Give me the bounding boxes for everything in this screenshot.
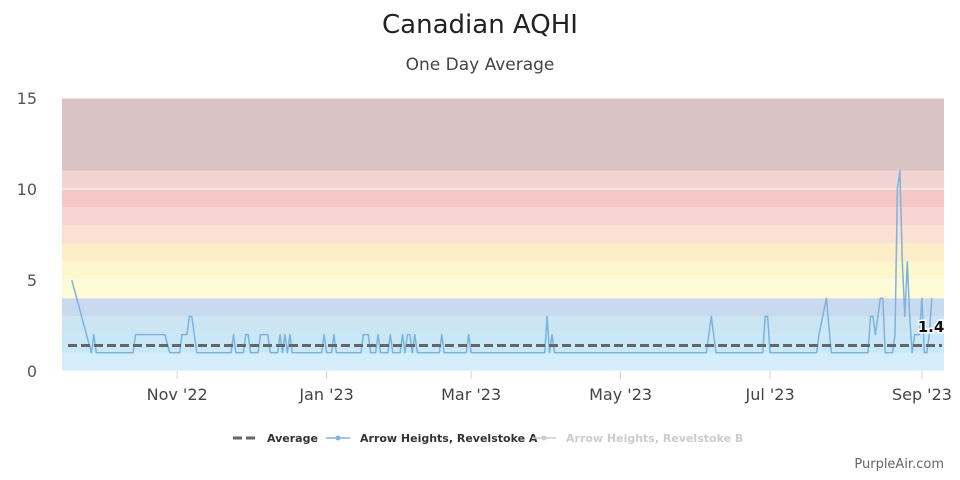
aqhi-band-6 bbox=[62, 243, 944, 262]
legend-label[interactable]: Arrow Heights, Revelstoke A bbox=[360, 432, 538, 445]
aqhi-band-9 bbox=[62, 189, 944, 208]
aqhi-band-5 bbox=[62, 261, 944, 280]
average-value-label: 1.4 bbox=[918, 318, 945, 336]
aqhi-band-4 bbox=[62, 280, 944, 299]
legend-item-0[interactable]: Average bbox=[233, 432, 318, 445]
x-tick-label: May '23 bbox=[589, 385, 652, 404]
x-axis: Nov '22 Jan '23 Mar '23 May '23 Jul '23 Sep '… bbox=[147, 371, 952, 404]
x-tick-label: Sep '23 bbox=[892, 385, 952, 404]
aqhi-band-11 bbox=[62, 98, 944, 171]
purpleair-credit-link[interactable]: PurpleAir.com bbox=[854, 457, 944, 472]
chart-subtitle: One Day Average bbox=[405, 55, 555, 75]
aqhi-band-8 bbox=[62, 207, 944, 226]
aqhi-band-0 bbox=[62, 352, 944, 371]
chart-title: Canadian AQHI bbox=[382, 10, 578, 40]
legend-item-2[interactable]: Arrow Heights, Revelstoke B bbox=[532, 432, 743, 445]
legend: Average Arrow Heights, Revelstoke A Arrow … bbox=[233, 432, 743, 445]
legend-label[interactable]: Average bbox=[267, 432, 318, 445]
aqhi-band-3 bbox=[62, 298, 944, 317]
aqhi-band-7 bbox=[62, 225, 944, 244]
x-tick-label: Jan '23 bbox=[298, 385, 354, 404]
legend-swatch-marker bbox=[541, 435, 547, 441]
y-tick-label-5: 5 bbox=[27, 271, 37, 290]
legend-item-1[interactable]: Arrow Heights, Revelstoke A bbox=[326, 432, 538, 445]
y-tick-label-0: 0 bbox=[27, 362, 37, 381]
legend-label[interactable]: Arrow Heights, Revelstoke B bbox=[566, 432, 743, 445]
gridlines bbox=[62, 97, 944, 372]
y-axis: 0 5 10 15 bbox=[17, 89, 37, 381]
aqhi-band-2 bbox=[62, 316, 944, 335]
y-tick-label-15: 15 bbox=[17, 89, 37, 108]
x-tick-label: Jul '23 bbox=[744, 385, 794, 404]
aqhi-bands bbox=[62, 98, 944, 371]
x-tick-label: Nov '22 bbox=[147, 385, 208, 404]
series-line-0[interactable] bbox=[71, 170, 933, 354]
average-layer: 1.4 bbox=[68, 317, 946, 348]
series-layer bbox=[71, 170, 933, 354]
x-tick-label: Mar '23 bbox=[441, 385, 501, 404]
aqhi-band-10 bbox=[62, 170, 944, 189]
legend-swatch-marker bbox=[335, 435, 341, 441]
y-tick-label-10: 10 bbox=[17, 180, 37, 199]
